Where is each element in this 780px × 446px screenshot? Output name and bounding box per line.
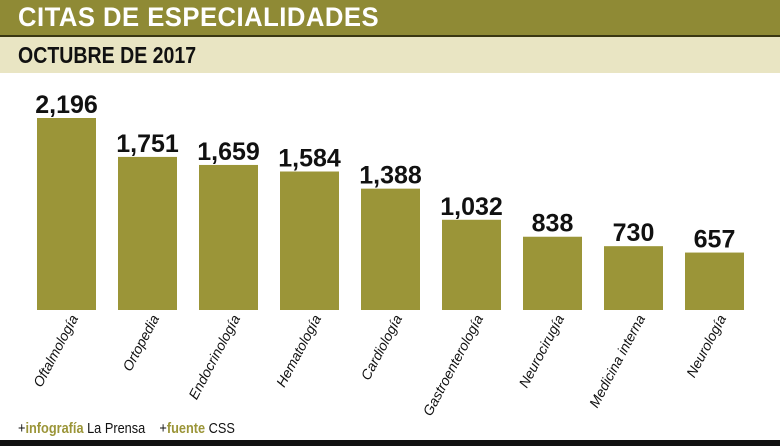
footer-credits: +infografía La Prensa +fuente CSS [18, 420, 235, 437]
data-label: 1,751 [116, 130, 179, 158]
bar [199, 164, 258, 310]
category-label: Endocrinología [185, 312, 243, 402]
bar [523, 236, 582, 310]
category-label: Ortopedia [119, 312, 162, 374]
bar [37, 118, 96, 310]
category-label: Medicina interna [586, 312, 648, 410]
bar [118, 156, 177, 310]
source-value: CSS [208, 420, 235, 437]
title-band: CITAS DE ESPECIALIDADES [0, 0, 780, 37]
data-label: 657 [694, 226, 736, 254]
category-label: Hematología [273, 312, 324, 390]
credit-label: infografía [25, 420, 84, 437]
category-label: Cardiología [357, 312, 405, 383]
data-label: 1,032 [440, 193, 503, 221]
bottom-rule [0, 440, 780, 446]
data-label: 838 [532, 210, 574, 238]
credit-value: La Prensa [87, 420, 146, 437]
source-prefix: + [159, 420, 167, 437]
category-label: Oftalmología [30, 312, 81, 390]
chart-subtitle: OCTUBRE DE 2017 [18, 42, 197, 68]
data-label: 2,196 [35, 91, 98, 119]
credit-prefix: + [18, 420, 26, 437]
data-label: 1,659 [197, 138, 260, 166]
bar [442, 219, 501, 310]
chart-title: CITAS DE ESPECIALIDADES [18, 2, 380, 32]
bar [604, 246, 663, 310]
bar [685, 252, 744, 310]
category-label: Neurología [683, 312, 729, 380]
bar [280, 171, 339, 310]
data-label: 730 [613, 219, 655, 247]
category-label: Gastroenterología [419, 312, 486, 419]
data-label: 1,388 [359, 162, 422, 190]
data-label: 1,584 [278, 145, 341, 173]
bar [361, 188, 420, 310]
subtitle-band: OCTUBRE DE 2017 [0, 37, 780, 73]
category-label: Neurocirugía [515, 312, 567, 390]
source-label: fuente [166, 420, 206, 437]
